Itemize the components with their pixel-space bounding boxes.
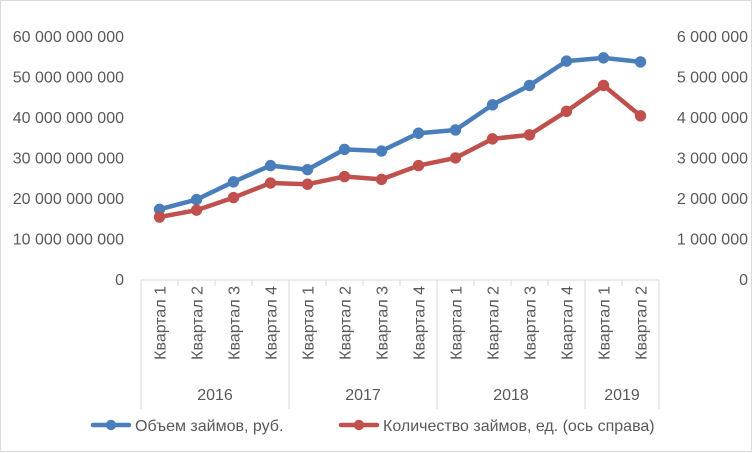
data-point	[597, 52, 610, 64]
x-category-label: Квартал 2	[634, 286, 651, 360]
data-point	[412, 159, 425, 172]
data-point	[486, 99, 499, 111]
x-category-label: Квартал 2	[486, 286, 503, 360]
right-tick-label: 4 000 000	[677, 110, 748, 127]
x-category-label: Квартал 1	[153, 286, 170, 360]
data-point	[338, 170, 351, 183]
right-tick-label: 6 000 000	[677, 29, 748, 46]
data-point	[597, 79, 610, 92]
left-axis-ticks: 0 10 000 000 000 20 000 000 000 30 000 000 …	[13, 29, 124, 289]
x-category-label: Квартал 4	[264, 286, 281, 360]
left-tick-label: 50 000 000 000	[13, 70, 124, 87]
data-point	[634, 56, 647, 68]
legend-marker	[353, 419, 365, 431]
x-category-label: Квартал 2	[338, 286, 355, 360]
data-point	[523, 79, 536, 92]
series-line	[157, 83, 643, 220]
right-tick-label: 2 000 000	[677, 191, 748, 208]
x-group-label: 2018	[493, 387, 529, 404]
legend-marker	[105, 419, 117, 431]
legend-label: Объем займов, руб.	[135, 418, 283, 435]
right-tick-label: 1 000 000	[677, 232, 748, 249]
data-point	[412, 127, 425, 139]
x-category-label: Квартал 4	[560, 286, 577, 360]
x-category-label: Квартал 1	[449, 286, 466, 360]
data-point	[560, 105, 573, 118]
right-tick-label: 0	[739, 272, 748, 289]
left-tick-label: 0	[115, 272, 124, 289]
x-category-label: Квартал 3	[227, 286, 244, 360]
left-tick-label: 10 000 000 000	[13, 232, 124, 249]
x-category-label: Квартал 4	[412, 286, 429, 360]
data-point	[227, 176, 240, 188]
data-point	[153, 211, 166, 223]
data-point	[264, 177, 277, 189]
x-category-label: Квартал 1	[597, 286, 614, 360]
x-group-label: 2019	[604, 387, 640, 404]
x-category-label: Квартал 3	[375, 286, 392, 360]
x-group-label: 2017	[345, 387, 381, 404]
x-category-label: Квартал 2	[190, 286, 207, 360]
data-point	[190, 193, 203, 206]
series-layer	[153, 52, 647, 223]
left-tick-label: 30 000 000 000	[13, 151, 124, 168]
data-point	[449, 152, 462, 164]
left-tick-label: 60 000 000 000	[13, 29, 124, 46]
data-point	[301, 178, 314, 190]
data-point	[560, 55, 573, 67]
data-point	[227, 191, 240, 204]
legend: Объем займов, руб. Количество займов, ед.…	[90, 418, 655, 435]
data-point	[634, 110, 647, 122]
right-tick-label: 3 000 000	[677, 151, 748, 168]
left-tick-label: 40 000 000 000	[13, 110, 124, 127]
series-line	[157, 55, 643, 212]
right-tick-label: 5 000 000	[677, 70, 748, 87]
data-point	[190, 204, 203, 216]
data-point	[264, 159, 277, 172]
legend-label: Количество займов, ед. (ось справа)	[383, 418, 655, 435]
x-category-label: Квартал 1	[301, 286, 318, 360]
right-axis-ticks: 0 1 000 000 2 000 000 3 000 000 4 000 000 5 0…	[677, 29, 748, 289]
data-point	[523, 129, 536, 141]
left-tick-label: 20 000 000 000	[13, 191, 124, 208]
x-group-label: 2016	[197, 387, 233, 404]
data-point	[375, 173, 388, 186]
data-point	[375, 145, 388, 157]
data-point	[338, 143, 351, 156]
x-category-label: Квартал 3	[523, 286, 540, 360]
data-point	[301, 163, 314, 176]
data-point	[486, 133, 499, 145]
x-axis: Квартал 1 Квартал 2 Квартал 3 Квартал 4 Квар…	[140, 279, 660, 409]
data-point	[449, 124, 462, 136]
